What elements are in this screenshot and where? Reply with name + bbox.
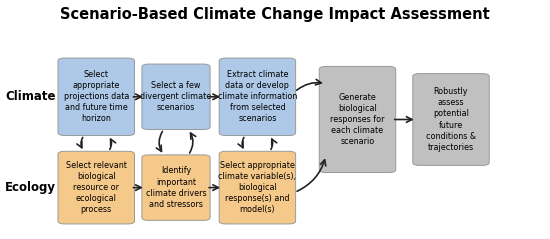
Text: Generate
biological
responses for
each climate
scenario: Generate biological responses for each c…	[330, 93, 385, 146]
Text: Select
appropriate
projections data
and future time
horizon: Select appropriate projections data and …	[64, 70, 129, 124]
Text: Ecology: Ecology	[5, 181, 56, 194]
FancyBboxPatch shape	[319, 66, 396, 173]
Text: Climate: Climate	[5, 90, 56, 103]
Text: Identify
important
climate drivers
and stressors: Identify important climate drivers and s…	[146, 167, 206, 209]
FancyBboxPatch shape	[142, 155, 210, 220]
Text: Robustly
assess
potential
future
conditions &
trajectories: Robustly assess potential future conditi…	[426, 87, 476, 152]
Text: Select relevant
biological
resource or
ecological
process: Select relevant biological resource or e…	[66, 161, 126, 214]
Text: Scenario-Based Climate Change Impact Assessment: Scenario-Based Climate Change Impact Ass…	[60, 7, 490, 22]
FancyBboxPatch shape	[219, 58, 296, 136]
Text: Extract climate
data or develop
climate information
from selected
scenarios: Extract climate data or develop climate …	[218, 70, 297, 124]
FancyBboxPatch shape	[219, 151, 296, 224]
Text: Select appropriate
climate variable(s),
biological
response(s) and
model(s): Select appropriate climate variable(s), …	[218, 161, 296, 214]
Text: Select a few
divergent climate
scenarios: Select a few divergent climate scenarios	[140, 81, 212, 112]
FancyBboxPatch shape	[412, 74, 490, 165]
FancyBboxPatch shape	[58, 151, 134, 224]
FancyBboxPatch shape	[142, 64, 210, 130]
FancyBboxPatch shape	[58, 58, 134, 136]
